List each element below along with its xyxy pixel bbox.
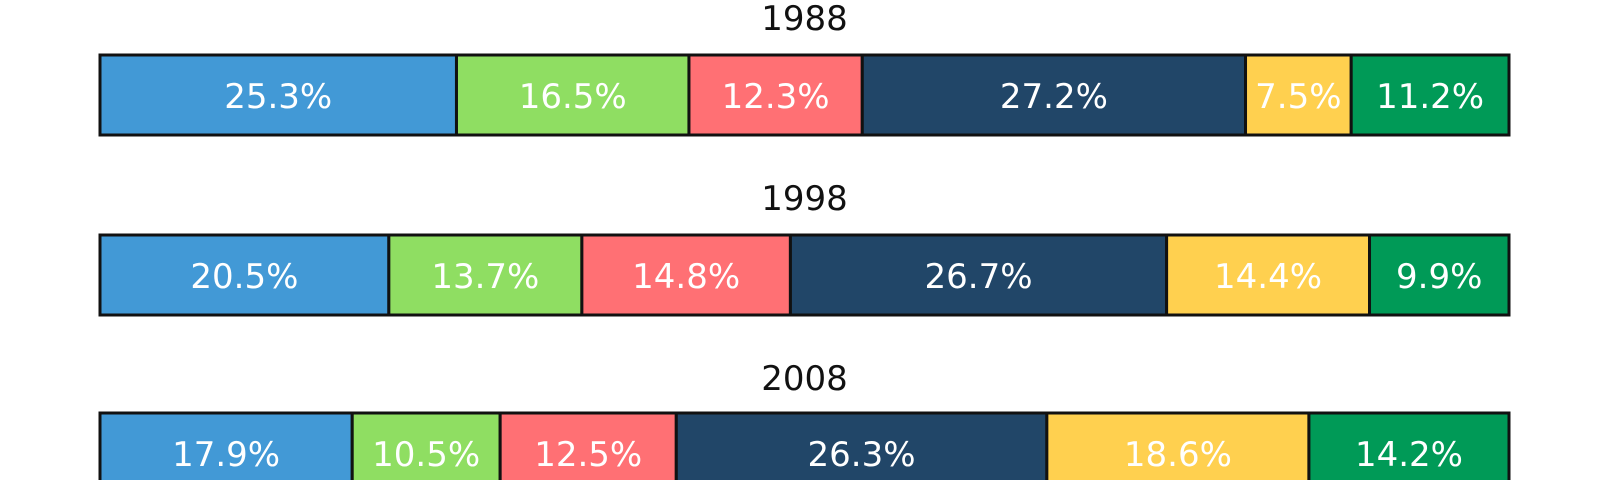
data-label: 10.5% [372, 435, 480, 475]
bar-segment [1349, 53, 1511, 137]
data-label: 25.3% [224, 77, 332, 117]
data-label: 12.5% [534, 435, 642, 475]
panel-title: 1998 [761, 179, 848, 219]
data-label: 26.7% [925, 257, 1033, 297]
data-label: 20.5% [190, 257, 298, 297]
data-label: 7.5% [1255, 77, 1341, 117]
bar-segment [1368, 233, 1511, 317]
data-label: 14.4% [1214, 257, 1322, 297]
panel-title: 2008 [761, 359, 848, 399]
data-label: 9.9% [1396, 257, 1482, 297]
bar-frame [98, 233, 1511, 317]
data-label: 13.7% [431, 257, 539, 297]
panel-2: 2008 17.9% 10.5% 12.5% 26.3% 18.6% 14.2% [98, 359, 1511, 480]
bar-segment [387, 233, 584, 317]
bar-segment [1165, 233, 1372, 317]
data-label: 14.8% [632, 257, 740, 297]
data-label: 27.2% [1000, 77, 1108, 117]
bar-segment [454, 53, 691, 137]
data-label: 17.9% [172, 435, 280, 475]
bar-segment [350, 411, 502, 480]
data-label: 11.2% [1376, 77, 1484, 117]
bar-segment [98, 53, 458, 137]
panel-1: 1998 20.5% 13.7% 14.8% 26.7% 14.4% 9.9% [98, 179, 1511, 317]
bar-frame [98, 53, 1511, 137]
bar-segment [580, 233, 792, 317]
data-label: 18.6% [1124, 435, 1232, 475]
panel-0: 1988 25.3% 16.5% 12.3% 27.2% 7.5% 11.2% [98, 0, 1511, 137]
data-label: 14.2% [1355, 435, 1463, 475]
bar-frame [98, 411, 1511, 480]
data-label: 26.3% [808, 435, 916, 475]
panel-title: 1988 [761, 0, 848, 39]
data-label: 16.5% [519, 77, 627, 117]
bar-segment [498, 411, 678, 480]
data-label: 12.3% [722, 77, 830, 117]
bar-segment [1307, 411, 1511, 480]
